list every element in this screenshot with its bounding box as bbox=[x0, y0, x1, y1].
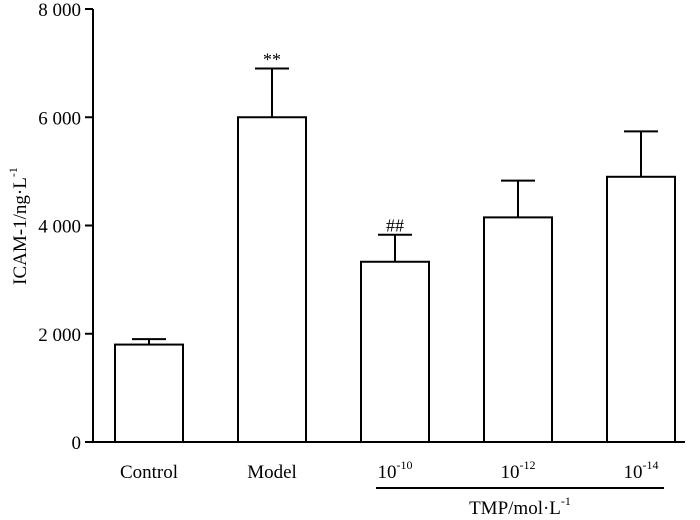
bar bbox=[606, 175, 676, 443]
x-category-label: 10-14 bbox=[624, 458, 659, 483]
bar bbox=[114, 343, 184, 444]
x-group-label: TMP/mol·L-1 bbox=[469, 494, 571, 519]
y-tick-label: 8 000 bbox=[38, 0, 81, 21]
bar bbox=[360, 260, 430, 444]
y-axis-label: ICAM-1/ng·L-1 bbox=[6, 167, 31, 285]
x-category-label: Control bbox=[120, 462, 178, 483]
y-tick-label: 4 000 bbox=[38, 217, 81, 238]
bar bbox=[483, 216, 553, 443]
x-category-label: 10-10 bbox=[378, 458, 413, 483]
bar bbox=[237, 116, 307, 443]
y-tick-label: 6 000 bbox=[38, 108, 81, 129]
significance-marker: ## bbox=[386, 216, 404, 236]
x-category-label: Model bbox=[247, 462, 297, 483]
y-tick-label: 2 000 bbox=[38, 325, 81, 346]
x-category-label: 10-12 bbox=[501, 458, 536, 483]
y-tick-label: 0 bbox=[72, 433, 82, 454]
significance-marker: ** bbox=[263, 50, 281, 70]
